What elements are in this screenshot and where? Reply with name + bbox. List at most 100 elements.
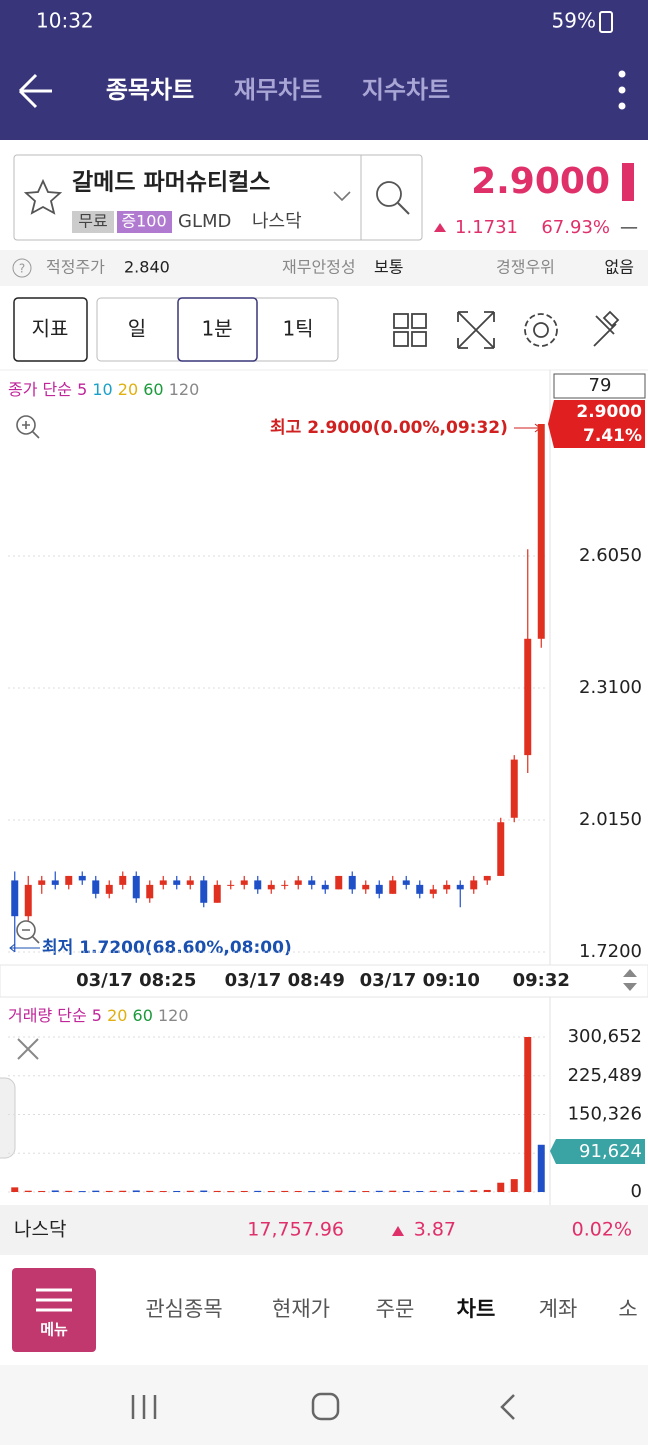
candle-body [24,884,32,917]
candle-body [51,880,59,885]
back-button[interactable] [18,73,52,109]
candle-body [429,889,437,894]
volume-bar [308,1191,316,1193]
help-icon[interactable] [12,258,32,278]
info-value: 보통 [374,258,403,277]
scroll-arrows[interactable] [623,969,637,991]
candle-body [416,884,424,894]
volume-bar [159,1191,167,1193]
candle-body [281,884,289,886]
volume-bar [402,1190,410,1192]
ticker: GLMD [178,211,231,232]
button-label[interactable]: 1틱 [282,317,313,341]
volume-bar [173,1190,181,1192]
volume-bar [281,1190,289,1192]
button-label[interactable]: 일 [128,317,146,341]
volume-bar [105,1190,113,1192]
help-mark: ? [19,262,25,276]
volume-bar [321,1190,329,1192]
stock-name: 갈메드 파머슈티컬스 [72,170,270,196]
nav-item[interactable]: 현재가 [272,1297,330,1321]
candle-body [200,880,208,903]
current-price: 2.9000 [576,402,642,422]
side-handle[interactable] [0,1077,16,1159]
candle-body [497,822,505,876]
candle-body [65,875,73,885]
legend: 거래량 단순 5 20 60 120 [8,1006,189,1025]
toolbar-icons[interactable] [393,310,620,349]
nav-item[interactable]: 차트 [457,1297,496,1321]
candle-body [389,880,397,894]
star-icon[interactable] [23,178,63,215]
change: 1.1731 [455,217,518,238]
header-bg [0,0,648,140]
candle-body [348,875,356,890]
candle-body [267,884,275,890]
legend-period: 10 [92,380,112,399]
nav-item[interactable]: 계좌 [539,1297,578,1321]
dropdown[interactable] [333,191,351,202]
home-button[interactable] [311,1392,340,1421]
search-icon[interactable] [376,181,402,207]
candle-body [119,875,127,885]
recents-button[interactable] [131,1395,157,1419]
close-volume[interactable] [17,1038,39,1060]
candle-body [308,880,316,885]
legend: 종가 단순 5 10 20 60 120 [8,380,199,399]
volume-bar [348,1190,356,1192]
button-label[interactable]: 1분 [201,317,232,341]
candle-body [132,875,140,899]
count-box [553,373,646,399]
y-tick-label: 225,489 [568,1065,642,1086]
info-row [0,250,648,286]
zoom-out[interactable] [16,920,40,944]
zoom-in[interactable] [16,415,40,439]
legend-label: 종가 단순 [8,380,72,399]
volume-bar [429,1190,437,1192]
candle-body [146,884,154,899]
volume-bar [186,1190,194,1192]
candle-body [240,880,248,885]
count: 79 [589,375,612,396]
volume-bar [65,1190,73,1192]
button-label: 지표 [32,317,69,341]
volume-bar [510,1179,518,1192]
info-label: 적정주가 [46,258,105,277]
tab[interactable]: 지수차트 [362,76,450,104]
nav-item[interactable]: 소 [618,1297,637,1321]
stock-box[interactable] [13,154,423,241]
nav-item[interactable]: 관심종목 [145,1297,222,1321]
candle-body [78,875,86,881]
volume-bar [389,1190,397,1192]
legend-period: 20 [107,1006,127,1025]
volume-bar [362,1191,370,1193]
index-bar [0,1205,648,1255]
tab[interactable]: 재무차트 [234,76,322,104]
info-label: 경쟁우위 [496,258,555,277]
more-button[interactable] [618,70,626,110]
volume-bar [11,1187,19,1192]
candle-body [38,880,46,885]
price: 2.9000 [471,161,610,202]
battery: 59% [552,9,596,33]
legend-period: 60 [143,380,163,399]
candle-body [254,880,262,890]
candle-body [92,880,100,894]
volume-bar [524,1037,532,1192]
menu-icon [36,1288,72,1312]
y-tick-label: 150,326 [568,1104,642,1125]
nav-item[interactable]: 주문 [376,1297,415,1321]
dash: — [620,217,638,238]
button[interactable] [13,297,88,362]
change-pct: 67.93% [541,217,610,238]
candle-body [456,884,464,890]
volume-bar [24,1190,32,1192]
y-tick-label: 1.7200 [579,941,642,962]
tab[interactable]: 종목차트 [106,76,194,104]
back-nav[interactable] [500,1394,515,1420]
nav-bar [0,1255,648,1365]
volume-bar [470,1190,478,1192]
button-selected[interactable] [177,297,258,362]
